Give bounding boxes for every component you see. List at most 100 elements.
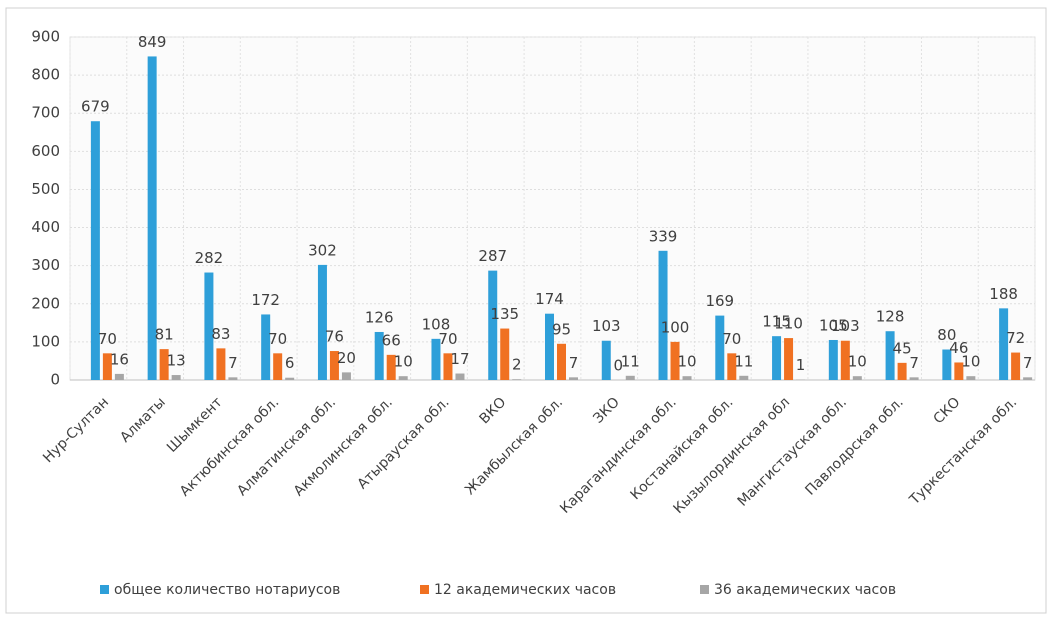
y-tick-label: 700 [31, 104, 60, 122]
bar [682, 376, 692, 380]
value-label: 100 [661, 318, 690, 336]
value-label: 7 [909, 354, 919, 372]
bar [114, 373, 124, 380]
value-label: 76 [325, 328, 344, 346]
value-label: 16 [110, 350, 129, 368]
legend-label: 36 академических часов [714, 582, 896, 598]
bar [739, 375, 749, 380]
bar [386, 354, 396, 380]
value-label: 174 [535, 290, 564, 308]
value-label: 20 [337, 349, 356, 367]
value-label: 66 [382, 331, 401, 349]
value-label: 188 [989, 285, 1018, 303]
value-label: 11 [621, 352, 640, 370]
value-label: 1 [796, 356, 806, 374]
bar [885, 331, 895, 380]
y-tick-label: 200 [31, 294, 60, 312]
value-label: 679 [81, 98, 110, 116]
value-label: 110 [774, 315, 803, 333]
value-label: 70 [722, 330, 741, 348]
y-tick-label: 100 [31, 332, 60, 350]
bar [784, 338, 794, 380]
bar [374, 331, 384, 380]
y-tick-label: 300 [31, 256, 60, 274]
value-label: 282 [195, 249, 224, 267]
value-label: 0 [613, 357, 623, 375]
value-label: 7 [1023, 354, 1033, 372]
bar [512, 379, 522, 380]
value-label: 135 [490, 305, 519, 323]
bar [557, 343, 566, 380]
value-label: 103 [831, 317, 860, 335]
bar [317, 264, 327, 380]
bar [1011, 352, 1021, 380]
value-label: 115 [762, 313, 791, 331]
bar [488, 270, 498, 380]
bar [500, 328, 510, 380]
value-label: 45 [893, 339, 912, 357]
bar [545, 313, 554, 380]
bar [954, 362, 964, 380]
bar [455, 373, 465, 380]
bar [569, 377, 578, 380]
bar [443, 353, 453, 380]
legend-label: общее количество нотариусов [114, 582, 340, 598]
bar [228, 377, 238, 380]
bar [1023, 377, 1033, 380]
value-label: 70 [98, 330, 117, 348]
bar [431, 338, 441, 380]
bar [261, 314, 271, 380]
bar [897, 362, 907, 380]
legend-swatch [420, 585, 429, 594]
value-label: 72 [1006, 329, 1025, 347]
value-label: 169 [705, 292, 734, 310]
value-label: 81 [155, 326, 174, 344]
bar [171, 375, 181, 380]
value-label: 7 [228, 354, 238, 372]
value-label: 13 [167, 352, 186, 370]
value-label: 7 [569, 354, 579, 372]
value-label: 11 [734, 352, 753, 370]
value-label: 339 [649, 227, 678, 245]
legend-label: 12 академических часов [434, 582, 616, 598]
value-label: 80 [937, 326, 956, 344]
bar [727, 353, 737, 380]
value-label: 849 [138, 33, 167, 51]
bar [772, 336, 782, 380]
value-label: 302 [308, 241, 337, 259]
value-label: 70 [438, 330, 457, 348]
bar [329, 351, 339, 380]
value-label: 83 [211, 325, 230, 343]
bar [147, 56, 157, 380]
value-label: 108 [422, 315, 451, 333]
bar [102, 353, 112, 380]
value-label: 287 [478, 247, 507, 265]
value-label: 103 [592, 317, 621, 335]
bar [285, 377, 295, 380]
y-tick-label: 900 [31, 28, 60, 46]
bar [216, 348, 226, 380]
value-label: 10 [677, 353, 696, 371]
y-tick-label: 0 [50, 371, 60, 389]
y-tick-label: 600 [31, 142, 60, 160]
value-label: 105 [819, 316, 848, 334]
value-label: 128 [876, 308, 905, 326]
y-tick-label: 800 [31, 66, 60, 84]
bar [273, 353, 283, 380]
bar [90, 121, 100, 380]
bar [828, 339, 838, 380]
value-label: 10 [848, 353, 867, 371]
legend-swatch [700, 585, 709, 594]
bar [840, 340, 850, 380]
y-tick-label: 500 [31, 180, 60, 198]
bar [658, 250, 668, 380]
legend-swatch [100, 585, 109, 594]
value-label: 10 [961, 353, 980, 371]
bar [715, 315, 725, 380]
value-label: 10 [394, 353, 413, 371]
value-label: 126 [365, 308, 394, 326]
value-label: 2 [512, 356, 522, 374]
bar [966, 376, 976, 380]
value-label: 6 [285, 354, 295, 372]
